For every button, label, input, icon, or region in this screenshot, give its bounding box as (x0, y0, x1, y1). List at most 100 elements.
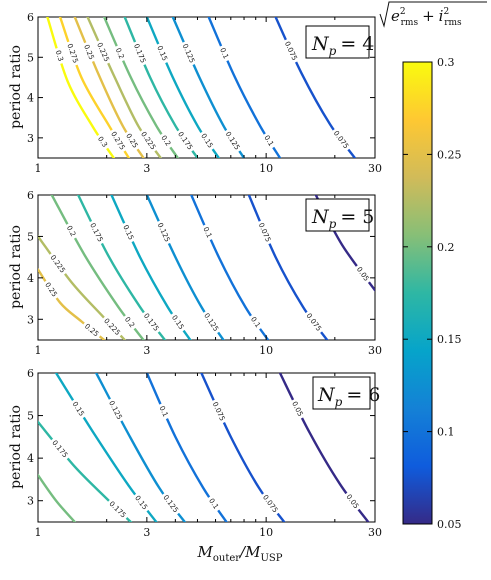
contour-label-gap (131, 40, 149, 67)
np-value: = 6 (346, 384, 380, 406)
svg-text:Np= 5: Np = 5 (311, 206, 374, 231)
contour-label-gap (140, 309, 163, 335)
contour-label-gap (100, 314, 124, 339)
colorbar-title: e2 rms + i2 rms (379, 1, 487, 28)
svg-text:Np= 4: Np = 4 (311, 33, 374, 58)
colorbar: 0.3 0.25 0.2 0.15 0.1 0.05 (402, 56, 462, 531)
panel-label-box: Np = 6 (312, 376, 380, 410)
contour-label: 0.2 (114, 47, 126, 60)
contour-label-gap (65, 40, 81, 67)
panel-np5: 0.250.250.2250.2250.20.20.1750.1750.150.… (8, 189, 382, 357)
contour-label-gap (81, 320, 103, 340)
contour-label-gap (106, 497, 130, 521)
contour-label-gap (222, 128, 243, 154)
panel-np6: 0.1750.1750.150.150.1250.1250.10.10.0750… (8, 367, 382, 539)
axis-ticks: 1 3 10 30 3 4 5 6 (27, 189, 382, 357)
contour-label-gap (138, 128, 159, 153)
y-axis-label: period ratio (8, 225, 24, 309)
x-axis-label: Mouter/MUSP (197, 543, 283, 564)
contour-line (38, 474, 76, 522)
contour-label-gap (282, 38, 300, 64)
contour-label-gap (158, 131, 174, 150)
y-tick-label: 6 (27, 189, 34, 202)
contour-label: 0.3 (54, 49, 65, 62)
contour-label: 0.1 (218, 47, 230, 60)
x-tick-label: 10 (259, 162, 273, 175)
contour-label-gap (303, 309, 325, 335)
x-tick-label: 3 (143, 526, 150, 539)
x-tick-label: 10 (259, 526, 273, 539)
contour-label-gap (260, 491, 282, 516)
contour-label-gap (64, 222, 79, 240)
colorbar-ticks: 0.3 0.25 0.2 0.15 0.1 0.05 (403, 56, 462, 531)
colorbar-ramp (402, 61, 433, 525)
contour-label: 0.1 (201, 226, 213, 239)
y-axis-label: period ratio (8, 405, 24, 489)
y-tick-label: 4 (27, 272, 34, 285)
contour-label-gap (94, 39, 113, 65)
colorbar-tick-label: 0.15 (437, 333, 462, 346)
contour-label-gap (353, 263, 373, 285)
colorbar-tick-label: 0.1 (437, 426, 455, 439)
contour-label-gap (261, 131, 277, 150)
contour-label-gap (106, 397, 126, 423)
x-tick-label: 10 (259, 344, 273, 357)
y-tick-label: 4 (27, 452, 34, 465)
x-tick-label: 3 (143, 162, 150, 175)
y-tick-label: 4 (27, 92, 34, 105)
contour-label-gap (256, 219, 274, 246)
np-sub: p (335, 395, 343, 409)
contour-label-gap (201, 309, 222, 335)
x-tick-label: 3 (143, 344, 150, 357)
panel-label-box: Np = 4 (305, 25, 374, 59)
colorbar-tick-label: 0.2 (437, 241, 455, 254)
y-tick-label: 3 (27, 495, 34, 508)
contour-label: 0.1 (158, 405, 170, 418)
y-tick-label: 5 (27, 230, 34, 243)
contour-label-gap (123, 129, 142, 152)
colorbar-tick-label: 0.3 (437, 56, 455, 69)
x-tick-label: 1 (35, 526, 42, 539)
svg-text:Np= 6: Np = 6 (317, 384, 380, 409)
contour-label-gap (120, 221, 137, 244)
contour-label-gap (69, 398, 88, 420)
np-sub: p (329, 217, 337, 231)
y-tick-label: 5 (27, 410, 34, 423)
contour-label-gap (217, 44, 232, 63)
panel-np4: 0.30.30.2750.2750.250.250.2250.2250.20.2… (8, 11, 382, 175)
x-tick-label: 30 (368, 344, 382, 357)
contour-label-gap (198, 129, 217, 152)
x-tick-label: 30 (368, 162, 382, 175)
contour-label-gap (53, 46, 66, 65)
colorbar-tick-label: 0.05 (437, 518, 462, 531)
np-var: N (311, 206, 330, 228)
np-sub: p (329, 44, 337, 58)
y-tick-label: 6 (27, 367, 34, 380)
colorbar-tick-label: 0.25 (437, 148, 462, 161)
np-value: = 4 (340, 33, 374, 55)
np-var: N (311, 33, 330, 55)
panel-label-box: Np = 5 (305, 198, 374, 232)
y-tick-label: 3 (27, 313, 34, 326)
contour-label-gap (49, 436, 71, 461)
axis-ticks: 1 3 10 30 3 4 5 6 (27, 367, 382, 539)
contour-label-gap (81, 41, 97, 63)
x-tick-label: 1 (35, 162, 42, 175)
x-tick-label: 1 (35, 344, 42, 357)
x-tick-label: 30 (368, 526, 382, 539)
np-var: N (317, 384, 336, 406)
contour-label-gap (160, 491, 182, 516)
y-tick-label: 3 (27, 132, 34, 145)
contour-label-gap (155, 219, 173, 246)
contour-label-gap (289, 397, 306, 420)
contour-label-gap (343, 490, 363, 512)
contour-label-gap (180, 40, 198, 67)
contour-label-gap (95, 132, 111, 151)
contour-label-gap (42, 278, 61, 301)
contour-label-gap (169, 311, 188, 333)
axis-ticks: 1 3 10 30 3 4 5 6 (27, 11, 382, 175)
contour-label-gap (175, 128, 196, 153)
contour-label-gap (206, 494, 222, 513)
